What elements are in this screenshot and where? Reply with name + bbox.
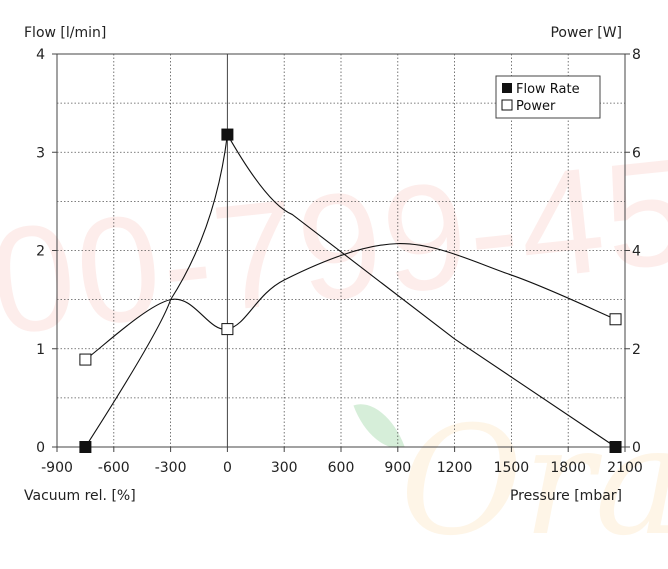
series-line-flow-rate — [84, 132, 616, 448]
flow-power-chart: -900 -600 -300 0 300 600 900 1200 1500 1800 2100 0 1… — [24, 25, 643, 504]
marker-power — [79, 353, 92, 366]
x-tick-label: 1800 — [550, 460, 586, 476]
y-right-axis-title: Power [W] — [550, 25, 622, 41]
legend-label-power: Power — [516, 99, 556, 114]
x-tick-label: -300 — [155, 460, 187, 476]
y-right-tick-label: 6 — [632, 145, 641, 161]
x-axis-title-right: Pressure [mbar] — [510, 488, 622, 504]
marker-flow-rate — [79, 441, 92, 453]
legend-label-flow-rate: Flow Rate — [516, 82, 580, 97]
x-tick-label: 1200 — [437, 460, 473, 476]
x-tick-label: 1500 — [494, 460, 530, 476]
y-left-tick-label: 2 — [36, 244, 45, 260]
legend-swatch-power — [501, 99, 513, 111]
legend: Flow Rate Power — [495, 75, 601, 119]
chart-frame: 00-799-4568 Orana -900-600-3000300600900… — [0, 25, 668, 569]
y-left-tick-label: 3 — [36, 145, 45, 161]
marker-layer — [79, 128, 622, 453]
y-right-tick-label: 0 — [632, 440, 641, 456]
x-tick-label: -900 — [41, 460, 73, 476]
y-left-tick-label: 1 — [36, 342, 45, 358]
y-left-tick-label: 4 — [36, 47, 45, 63]
grid-layer — [57, 54, 625, 447]
x-axis-title-left: Vacuum rel. [%] — [24, 488, 136, 504]
marker-flow-rate — [221, 128, 234, 141]
x-tick-label: 300 — [271, 460, 298, 476]
y-right-tick-label: 4 — [632, 244, 641, 260]
marker-power — [221, 323, 234, 336]
x-tick-label: 600 — [328, 460, 355, 476]
x-tick-label: 0 — [223, 460, 232, 476]
marker-flow-rate — [609, 441, 622, 453]
y-left-axis-title: Flow [l/min] — [24, 25, 106, 41]
x-tick-label: -600 — [98, 460, 130, 476]
x-tick-label: 900 — [384, 460, 411, 476]
marker-power — [609, 313, 622, 326]
tick-layer: -900 -600 -300 0 300 600 900 1200 1500 1800 2100 0 1… — [36, 47, 643, 476]
series-line-power — [85, 243, 616, 361]
y-right-tick-label: 2 — [632, 342, 641, 358]
y-left-tick-label: 0 — [36, 440, 45, 456]
y-right-tick-label: 8 — [632, 47, 641, 63]
x-tick-label: 2100 — [607, 460, 643, 476]
legend-swatch-flow-rate — [502, 83, 512, 93]
legend-box — [495, 75, 601, 119]
series-layer — [84, 132, 616, 448]
